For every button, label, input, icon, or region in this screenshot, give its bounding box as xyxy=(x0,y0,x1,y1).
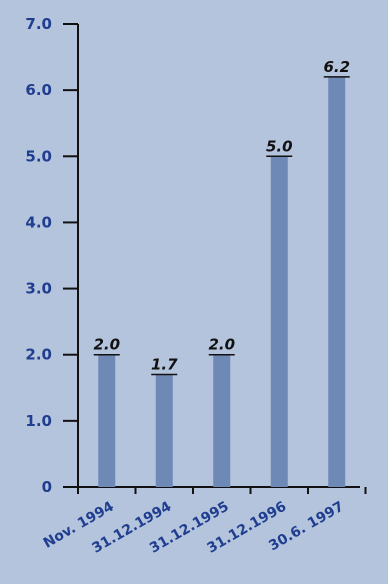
y-tick-label: 4.0 xyxy=(25,213,52,231)
y-ticks: 0 1.0 2.0 3.0 4.0 5.0 6.0 7.0 xyxy=(25,15,78,496)
x-axis xyxy=(63,486,367,494)
bar-value-label: 1.7 xyxy=(151,356,178,374)
bar-value-label: 5.0 xyxy=(266,137,293,155)
bars xyxy=(98,76,346,488)
bar xyxy=(270,156,288,488)
bar xyxy=(98,354,116,487)
bar-value-label: 6.2 xyxy=(323,58,350,76)
bar xyxy=(328,76,346,488)
y-tick-label: 3.0 xyxy=(25,280,52,298)
x-tick-labels: Nov. 199431.12.199431.12.199531.12.19963… xyxy=(41,498,347,556)
bar-value-label: 2.0 xyxy=(208,336,235,354)
y-tick-label: 6.0 xyxy=(25,81,52,99)
y-tick-label: 2.0 xyxy=(25,346,52,364)
y-axis: 0 1.0 2.0 3.0 4.0 5.0 6.0 7.0 xyxy=(25,15,79,496)
data-labels: 2.0 1.7 2.0 5.0 6.2 xyxy=(93,58,350,376)
y-tick-label: 0 xyxy=(42,478,52,496)
bar xyxy=(155,374,173,487)
bar xyxy=(213,354,231,487)
y-tick-label: 7.0 xyxy=(25,15,52,33)
x-ticks xyxy=(77,487,367,494)
y-tick-label: 1.0 xyxy=(25,412,52,430)
y-tick-label: 5.0 xyxy=(25,147,52,165)
bar-value-label: 2.0 xyxy=(93,336,120,354)
